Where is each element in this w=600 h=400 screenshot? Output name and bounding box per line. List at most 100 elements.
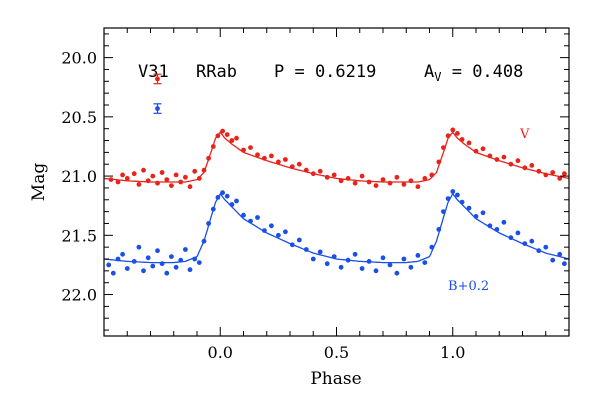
error-bar-marker [153, 103, 162, 114]
data-point [159, 170, 165, 175]
data-point [234, 198, 239, 204]
data-point [501, 154, 507, 160]
data-point [373, 183, 379, 189]
data-point [422, 260, 428, 265]
data-point [345, 176, 351, 181]
data-point [173, 172, 179, 178]
data-point [269, 223, 274, 229]
amplitude-subscript: V [434, 70, 441, 84]
data-point [183, 174, 188, 180]
data-point [210, 144, 216, 149]
data-point [324, 174, 330, 180]
data-point [276, 232, 281, 238]
data-point [450, 127, 456, 133]
data-point [366, 259, 372, 264]
data-point [215, 133, 221, 139]
data-point [220, 128, 226, 134]
data-point [120, 251, 125, 257]
data-point [192, 256, 198, 262]
data-point [241, 147, 246, 153]
data-point [145, 178, 151, 184]
data-point [387, 180, 393, 186]
error-bar-point [155, 76, 160, 82]
data-point [515, 230, 521, 236]
data-point [415, 253, 421, 258]
data-point [206, 155, 212, 161]
data-point [508, 235, 514, 241]
data-point [229, 138, 235, 143]
data-point [487, 223, 493, 229]
data-point [408, 264, 414, 270]
data-point [196, 260, 202, 265]
data-point [303, 167, 309, 173]
data-point [408, 178, 414, 184]
data-point [164, 177, 170, 183]
data-point [562, 171, 567, 177]
data-point [115, 256, 121, 262]
data-point [124, 176, 130, 181]
data-point [283, 157, 288, 162]
data-point [131, 171, 137, 177]
data-point [310, 171, 316, 177]
data-point [508, 161, 514, 167]
data-point [543, 244, 549, 250]
error-bar-point [155, 106, 160, 111]
data-point [331, 172, 337, 178]
data-point [338, 264, 344, 270]
data-point [255, 152, 260, 158]
data-point [543, 172, 549, 178]
data-point [220, 190, 226, 196]
data-point [201, 238, 207, 244]
data-point [550, 257, 556, 263]
data-point [106, 262, 112, 268]
data-point [345, 257, 351, 263]
data-point [289, 164, 295, 170]
data-point [229, 202, 235, 207]
data-point [210, 206, 216, 212]
data-point [445, 133, 451, 139]
data-point [187, 184, 193, 190]
data-point [436, 227, 442, 232]
data-point [159, 261, 165, 267]
y-tick-label: 20.0 [61, 49, 97, 68]
series-curve-1 [104, 192, 569, 264]
data-point [110, 270, 116, 276]
data-point [178, 179, 184, 185]
data-point [380, 177, 386, 183]
amplitude-prefix: A [424, 62, 434, 82]
data-point [289, 242, 295, 248]
data-point [522, 165, 528, 171]
data-point [108, 177, 114, 183]
data-point [196, 176, 202, 181]
data-point [178, 257, 184, 263]
data-point [155, 180, 160, 186]
data-point [494, 227, 500, 232]
star-type: RRab [196, 62, 237, 82]
x-tick-label: 0.5 [324, 343, 349, 362]
data-point [387, 262, 393, 268]
data-point [401, 256, 407, 262]
data-point [473, 148, 479, 154]
data-point [466, 140, 472, 146]
y-tick-label: 21.0 [61, 167, 97, 186]
y-tick-label: 20.5 [61, 108, 97, 127]
data-point [557, 176, 563, 181]
data-point [473, 214, 479, 219]
data-point [494, 157, 500, 162]
annotation: V31 RRab P = 0.6219 AV = 0.408 [138, 62, 523, 84]
x-tick-label: 0.0 [208, 343, 233, 362]
data-point [310, 256, 316, 262]
data-point [359, 173, 365, 179]
data-point [136, 182, 142, 187]
data-point [141, 268, 146, 274]
data-point [120, 172, 125, 178]
data-point [224, 193, 230, 199]
data-point [536, 168, 542, 174]
x-axis-label: Phase [310, 369, 361, 389]
data-point [529, 163, 535, 168]
data-point [338, 178, 344, 184]
data-point [359, 266, 365, 271]
data-point [380, 255, 386, 261]
data-point [324, 261, 330, 267]
